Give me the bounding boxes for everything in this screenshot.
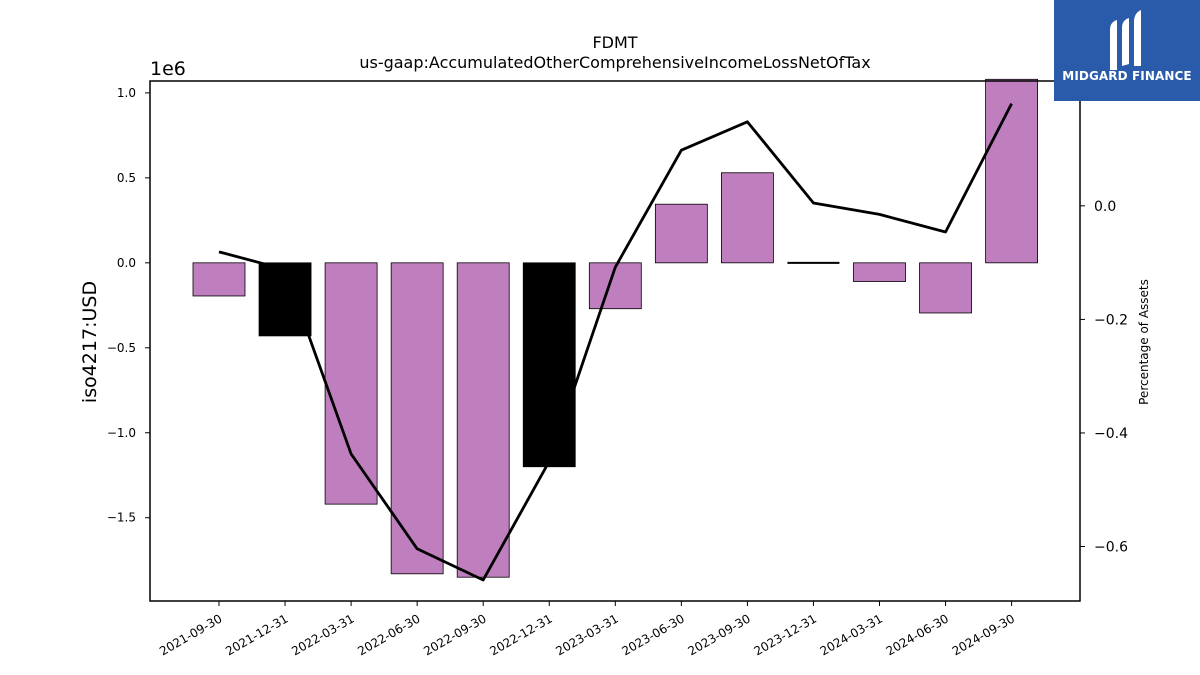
x-tick-label: 2024-06-30 [884, 611, 951, 658]
chart-title: FDMT [592, 33, 637, 52]
x-tick-label: 2023-09-30 [685, 611, 752, 658]
bars-layer [192, 78, 1038, 578]
bar [324, 262, 378, 505]
y-tick-label: 1.0 [117, 86, 136, 100]
y-tick-label: 0.5 [117, 171, 136, 185]
x-tick-label: 2021-09-30 [157, 611, 224, 658]
line-layer [218, 103, 1013, 582]
x-tick-label: 2023-03-31 [553, 611, 620, 658]
bar [853, 262, 906, 282]
y-tick-label: 0.0 [117, 256, 136, 270]
bar [522, 262, 576, 468]
chart-subtitle: us-gaap:AccumulatedOtherComprehensiveInc… [359, 53, 870, 72]
axes-layer: 1.0 0.5 0.0 −0.5 −1.0 −1.5 0.0 −0.2 −0.4 −0.6 2021… [107, 80, 1128, 658]
y-offset-text: 1e6 [150, 58, 186, 80]
x-tick-label: 2021-12-31 [223, 611, 290, 658]
y2-tick-label: −0.2 [1094, 312, 1128, 328]
y-tick-label: −1.0 [107, 426, 136, 440]
brand-logo: MIDGARD FINANCE [1054, 0, 1200, 101]
y-tick-label: −1.5 [107, 511, 136, 525]
bar [456, 262, 510, 578]
y2-axis-label: Percentage of Assets [1137, 279, 1151, 405]
x-tick-label: 2022-09-30 [421, 611, 488, 658]
bar [721, 172, 774, 264]
bar [919, 262, 972, 314]
bar [192, 262, 246, 297]
bar [258, 262, 312, 337]
bar [654, 203, 708, 264]
y2-tick-label: 0.0 [1094, 199, 1116, 215]
x-tick-label: 2022-12-31 [487, 611, 554, 658]
y-axis-label: iso4217:USD [79, 281, 101, 403]
y2-tick-label: −0.6 [1094, 539, 1128, 555]
x-tick-label: 2024-03-31 [818, 611, 885, 658]
bar [390, 262, 444, 575]
logo-text: MIDGARD FINANCE [1062, 69, 1192, 83]
percentage-line [218, 103, 1013, 582]
y-tick-label: −0.5 [107, 341, 136, 355]
y2-tick-label: −0.4 [1094, 426, 1128, 442]
midgard-logo-icon [1110, 10, 1141, 70]
x-tick-label: 2023-06-30 [619, 611, 686, 658]
x-tick-label: 2022-03-31 [289, 611, 356, 658]
x-tick-label: 2023-12-31 [752, 611, 819, 658]
x-tick-label: 2022-06-30 [355, 611, 422, 658]
plot-frame [149, 80, 1081, 602]
bar [985, 78, 1038, 264]
x-tick-label: 2024-09-30 [950, 611, 1017, 658]
